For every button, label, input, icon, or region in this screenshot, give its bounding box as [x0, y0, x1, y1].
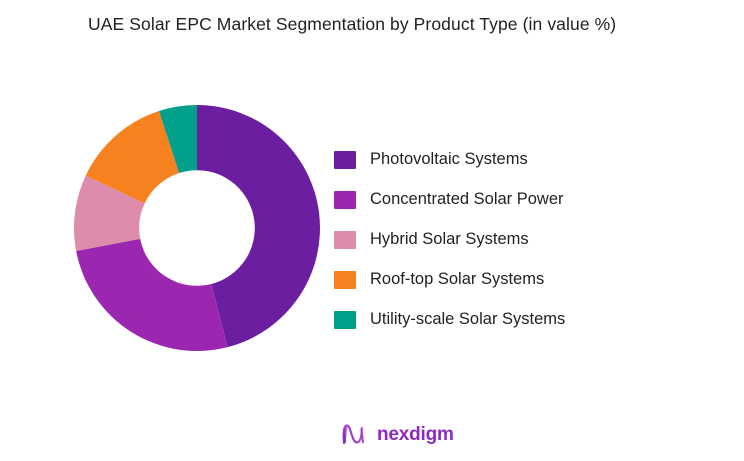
- brand-logo: nexdigm: [341, 419, 454, 449]
- legend-item[interactable]: Hybrid Solar Systems: [334, 220, 684, 260]
- donut-slice[interactable]: [76, 238, 228, 351]
- donut-chart-svg: [74, 105, 320, 351]
- donut-slice[interactable]: [85, 111, 180, 204]
- page-title: UAE Solar EPC Market Segmentation by Pro…: [88, 14, 617, 34]
- donut-chart: [74, 105, 320, 351]
- legend-color-swatch: [334, 191, 356, 209]
- legend-item-label: Roof-top Solar Systems: [370, 270, 545, 289]
- legend-item[interactable]: Concentrated Solar Power: [334, 180, 684, 220]
- legend-item[interactable]: Roof-top Solar Systems: [334, 260, 684, 300]
- legend-item[interactable]: Photovoltaic Systems: [334, 140, 684, 180]
- legend-item[interactable]: Utility-scale Solar Systems: [334, 300, 684, 340]
- donut-slice-group: [74, 105, 320, 351]
- legend-item-label: Hybrid Solar Systems: [370, 230, 529, 249]
- legend-color-swatch: [334, 311, 356, 329]
- legend-item-label: Photovoltaic Systems: [370, 150, 528, 169]
- brand-name: nexdigm: [377, 423, 454, 445]
- legend-color-swatch: [334, 231, 356, 249]
- donut-slice[interactable]: [74, 175, 145, 252]
- nexdigm-n-logo-icon: [342, 424, 365, 445]
- donut-slice[interactable]: [197, 105, 320, 348]
- legend-color-swatch: [334, 151, 356, 169]
- donut-slice[interactable]: [158, 105, 197, 174]
- legend-color-swatch: [334, 271, 356, 289]
- legend-item-label: Utility-scale Solar Systems: [370, 310, 566, 329]
- chart-legend: Photovoltaic Systems Concentrated Solar P…: [334, 140, 684, 340]
- legend-item-label: Concentrated Solar Power: [370, 190, 564, 209]
